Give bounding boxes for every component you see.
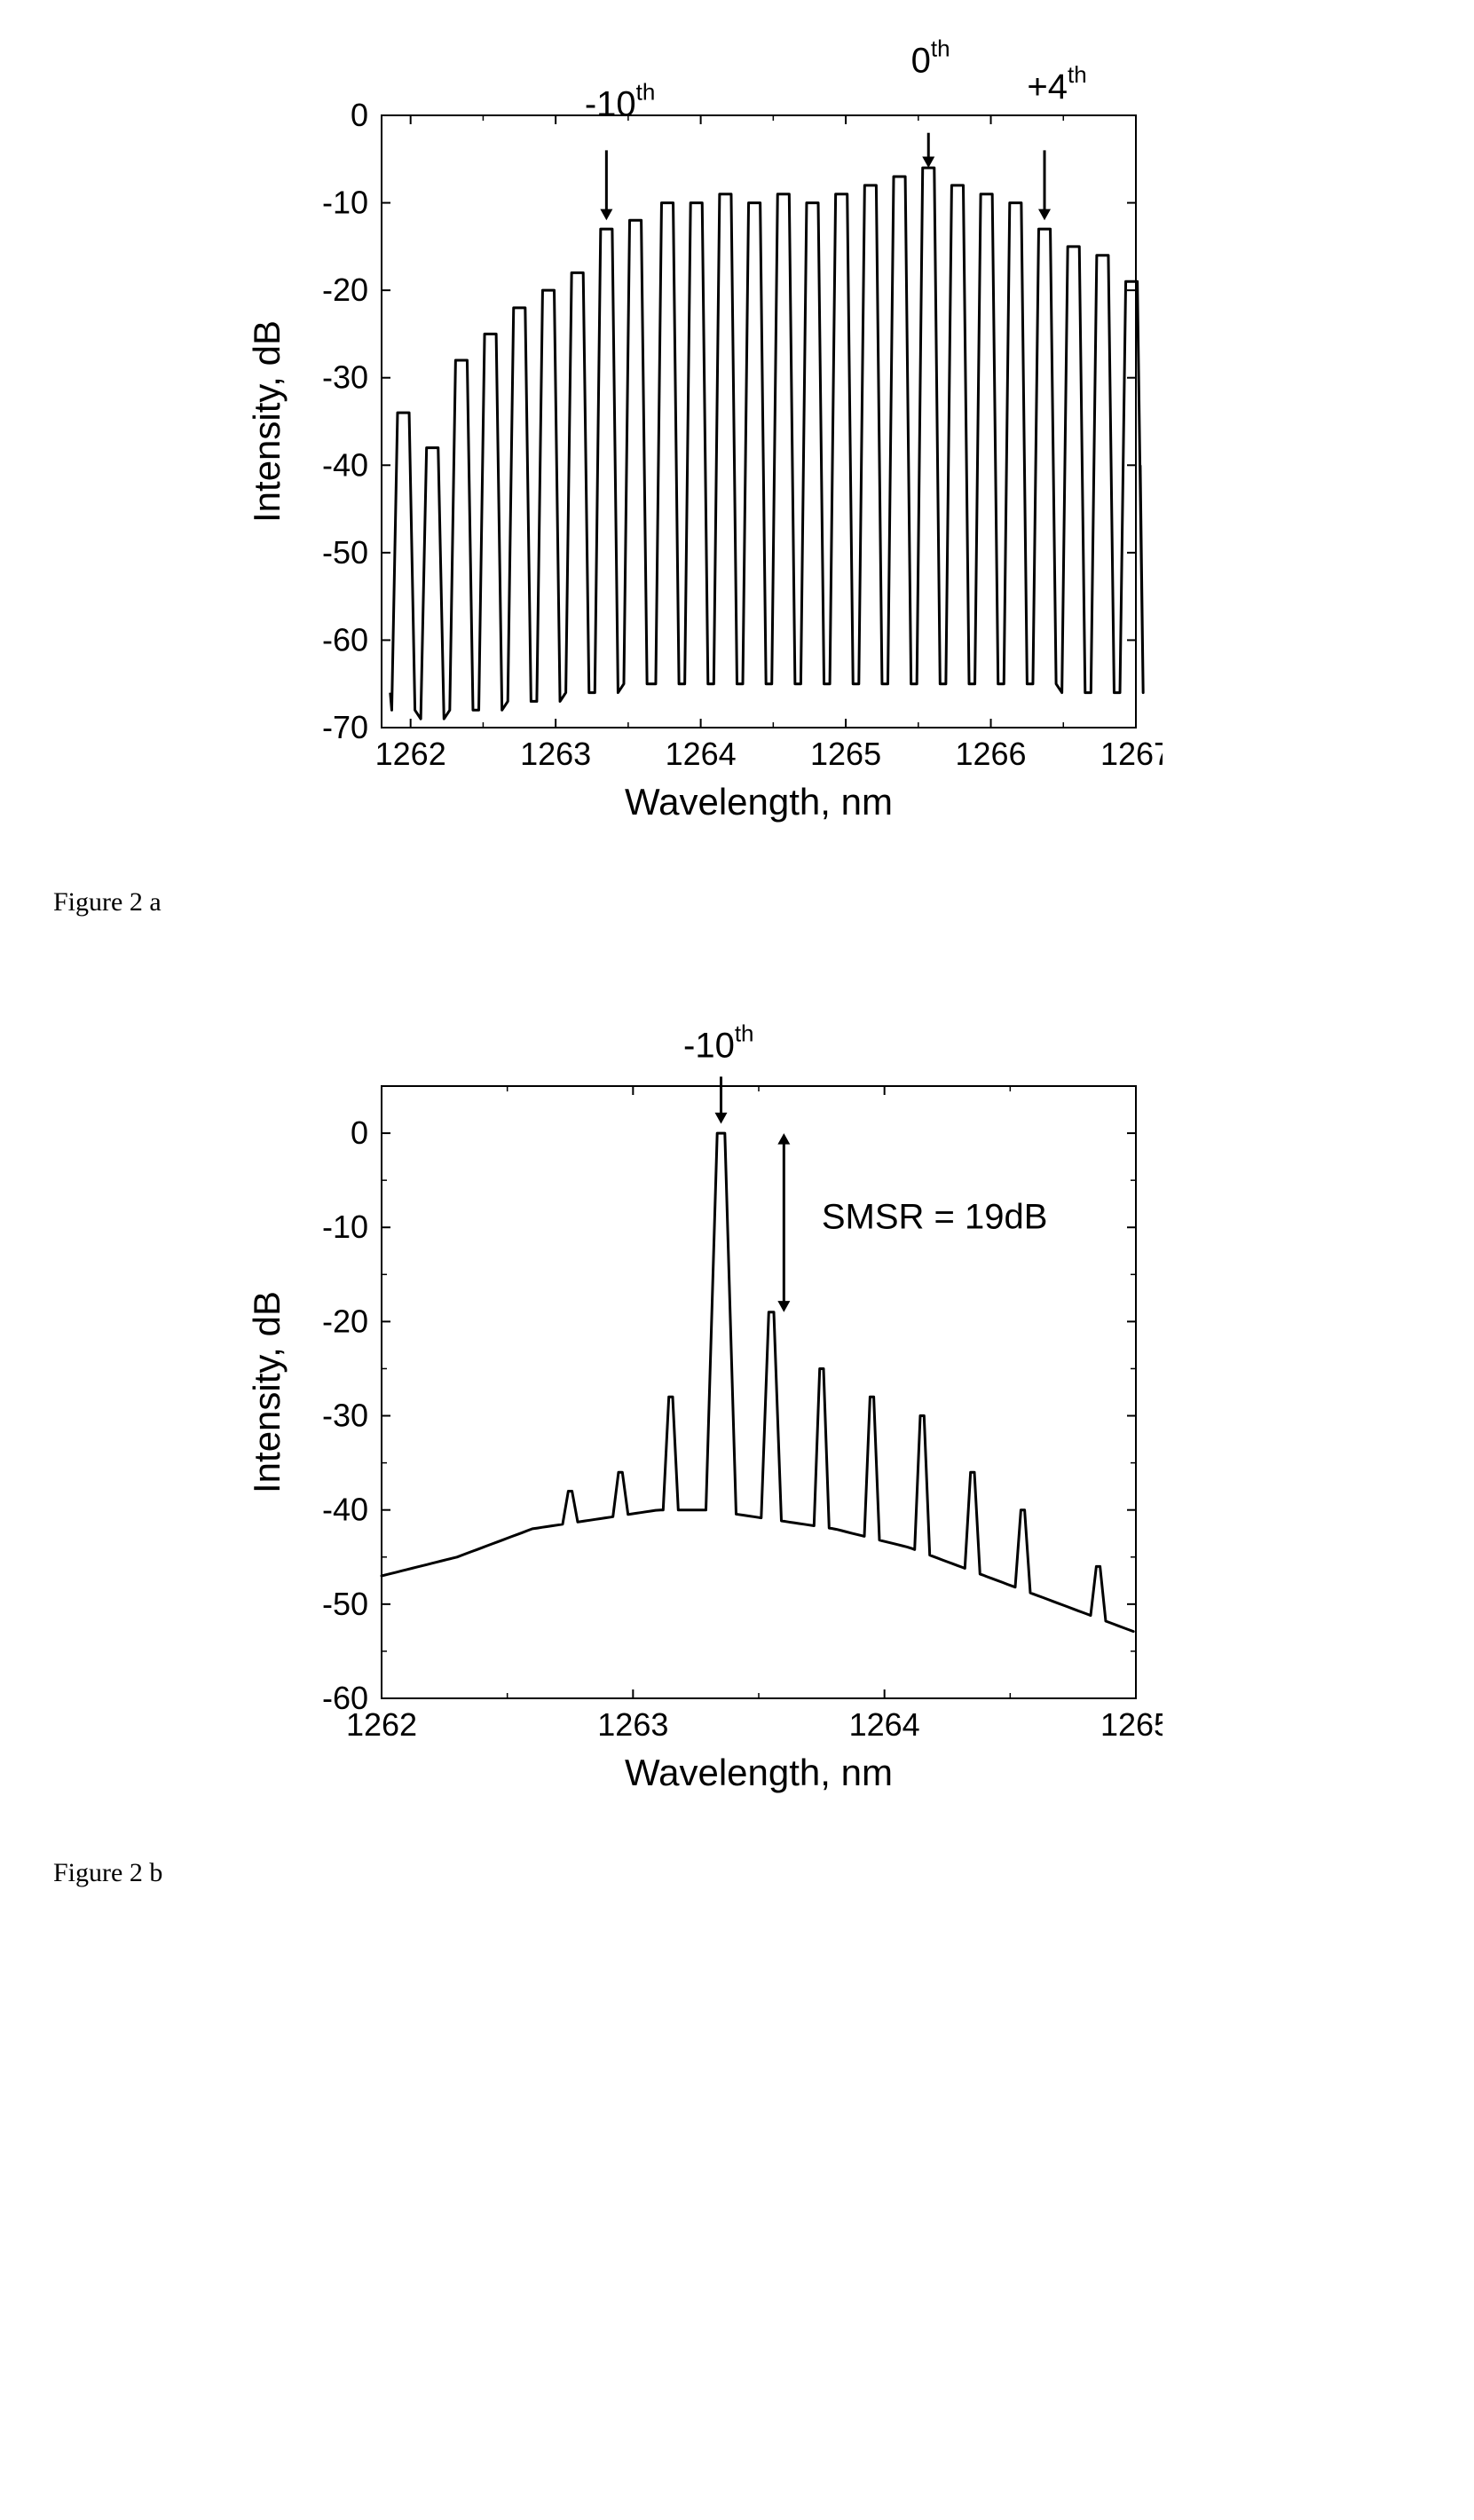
svg-text:0: 0 [351,97,368,133]
svg-text:1265: 1265 [810,736,881,772]
chart-b-wrap: -60-50-40-30-20-1001262126312641265Wavel… [231,1006,1421,1805]
figure-2b-block: -60-50-40-30-20-1001262126312641265Wavel… [53,1006,1421,1888]
svg-text:1267: 1267 [1100,736,1163,772]
svg-text:1266: 1266 [955,736,1026,772]
svg-text:1262: 1262 [375,736,446,772]
svg-text:-40: -40 [322,1492,368,1528]
svg-text:1263: 1263 [520,736,591,772]
svg-text:-50: -50 [322,1586,368,1622]
figure-2a-caption: Figure 2 a [53,887,1421,917]
chart-b-svg: -60-50-40-30-20-1001262126312641265Wavel… [231,1006,1163,1805]
svg-text:-60: -60 [322,621,368,658]
chart-a-wrap: -70 -60 -50 -40 -30 -20 -10 0 1262 1263 1264 1265 12… [231,35,1421,834]
svg-text:0: 0 [351,1114,368,1151]
chart-a-svg: -70 -60 -50 -40 -30 -20 -10 0 1262 1263 1264 1265 12… [231,35,1163,834]
svg-text:1264: 1264 [666,736,737,772]
svg-text:1262: 1262 [346,1706,417,1743]
svg-text:-20: -20 [322,272,368,308]
svg-text:-30: -30 [322,359,368,396]
svg-text:SMSR = 19dB: SMSR = 19dB [822,1198,1048,1237]
svg-text:Intensity, dB: Intensity, dB [246,320,288,523]
svg-text:-30: -30 [322,1398,368,1434]
svg-text:-20: -20 [322,1303,368,1339]
figure-2a-block: -70 -60 -50 -40 -30 -20 -10 0 1262 1263 1264 1265 12… [53,35,1421,917]
svg-text:-10th: -10th [683,1020,754,1066]
svg-text:0th: 0th [911,35,950,80]
svg-text:Intensity, dB: Intensity, dB [246,1291,288,1493]
svg-text:-10: -10 [322,1209,368,1245]
svg-text:1265: 1265 [1100,1706,1163,1743]
svg-text:1264: 1264 [849,1706,920,1743]
svg-text:Wavelength, nm: Wavelength, nm [625,781,893,823]
figure-2b-caption: Figure 2 b [53,1858,1421,1888]
svg-text:+4th: +4th [1027,61,1086,106]
svg-text:-10: -10 [322,185,368,221]
svg-text:-10th: -10th [585,79,656,124]
svg-text:-50: -50 [322,534,368,571]
svg-text:Wavelength, nm: Wavelength, nm [625,1752,893,1793]
svg-text:-40: -40 [322,446,368,483]
svg-text:-70: -70 [322,709,368,745]
svg-text:1263: 1263 [597,1706,668,1743]
